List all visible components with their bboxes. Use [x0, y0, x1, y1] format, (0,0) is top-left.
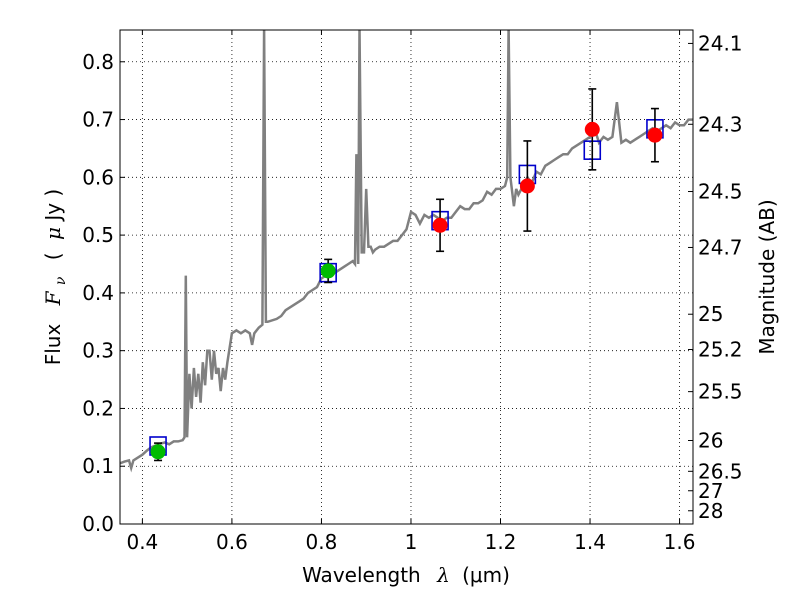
- x-tick-label: 0.4: [126, 530, 158, 554]
- x-tick-label: 1.6: [664, 530, 696, 554]
- right-tick-label: 26.5: [698, 459, 743, 483]
- observed-point-green: [320, 263, 336, 279]
- y-tick-label: 0.5: [82, 223, 114, 247]
- y-tick-label: 0.1: [82, 454, 114, 478]
- x-tick-label: 0.8: [306, 530, 338, 554]
- right-tick-label: 28: [698, 499, 723, 523]
- observed-point-red: [647, 127, 663, 143]
- model-flux-boxes: [149, 119, 664, 456]
- x-axis-label: Wavelength λ (μm): [302, 563, 510, 587]
- observed-point-red: [584, 121, 600, 137]
- right-tick-label: 24.7: [698, 235, 743, 259]
- y-axis-label: Flux F ν ( μ Jy ): [41, 189, 70, 366]
- y-axis-label-unit-open: (: [41, 252, 65, 260]
- x-axis-label-unit: (μm): [462, 563, 510, 587]
- right-tick-label: 25.5: [698, 380, 743, 404]
- right-tick-label: 25: [698, 302, 723, 326]
- y-tick-label: 0.0: [82, 512, 114, 536]
- right-tick-label: 26: [698, 428, 723, 452]
- y-axis-label-subscript: ν: [53, 276, 69, 285]
- right-tick-label: 25.2: [698, 338, 743, 362]
- observed-point-green: [150, 444, 166, 460]
- spectrum-line: [120, 30, 693, 473]
- plot-frame: [119, 29, 694, 525]
- x-tick-label: 1: [405, 530, 418, 554]
- observed-points: [150, 121, 663, 460]
- x-axis-ticks: 0.4 0.6 0.8 1 1.2 1.4 1.6: [126, 30, 695, 554]
- y-tick-label: 0.7: [82, 108, 114, 132]
- y-tick-label: 0.4: [82, 281, 114, 305]
- x-axis-label-symbol: λ: [436, 563, 450, 587]
- x-tick-label: 1.4: [574, 530, 606, 554]
- y-tick-label: 0.8: [82, 50, 114, 74]
- observed-point-red: [432, 217, 448, 233]
- right-axis-label: Magnitude (AB): [755, 199, 779, 354]
- x-tick-label: 1.2: [485, 530, 517, 554]
- plot-area: [120, 30, 693, 473]
- y-tick-label: 0.6: [82, 165, 114, 189]
- grid: [120, 30, 693, 525]
- right-tick-label: 24.1: [698, 31, 743, 55]
- right-tick-label: 24.5: [698, 180, 743, 204]
- y-axis-ticks: 0.0 0.1 0.2 0.3 0.4 0.5 0.6 0.7 0.8: [82, 50, 125, 536]
- y-tick-label: 0.3: [82, 339, 114, 363]
- x-tick-label: 0.6: [216, 530, 248, 554]
- observed-point-red: [519, 178, 535, 194]
- right-tick-label: 27: [698, 479, 723, 503]
- x-axis-label-main: Wavelength: [302, 563, 421, 587]
- y-axis-label-main: Flux: [41, 324, 65, 366]
- y-axis-label-unit-mu: μ: [41, 227, 65, 240]
- y-tick-label: 0.2: [82, 396, 114, 420]
- y-axis-label-symbol: F: [41, 290, 65, 306]
- error-bars: [154, 88, 659, 462]
- y-axis-label-unit-rest: Jy ): [41, 189, 65, 223]
- right-tick-label: 24.3: [698, 112, 743, 136]
